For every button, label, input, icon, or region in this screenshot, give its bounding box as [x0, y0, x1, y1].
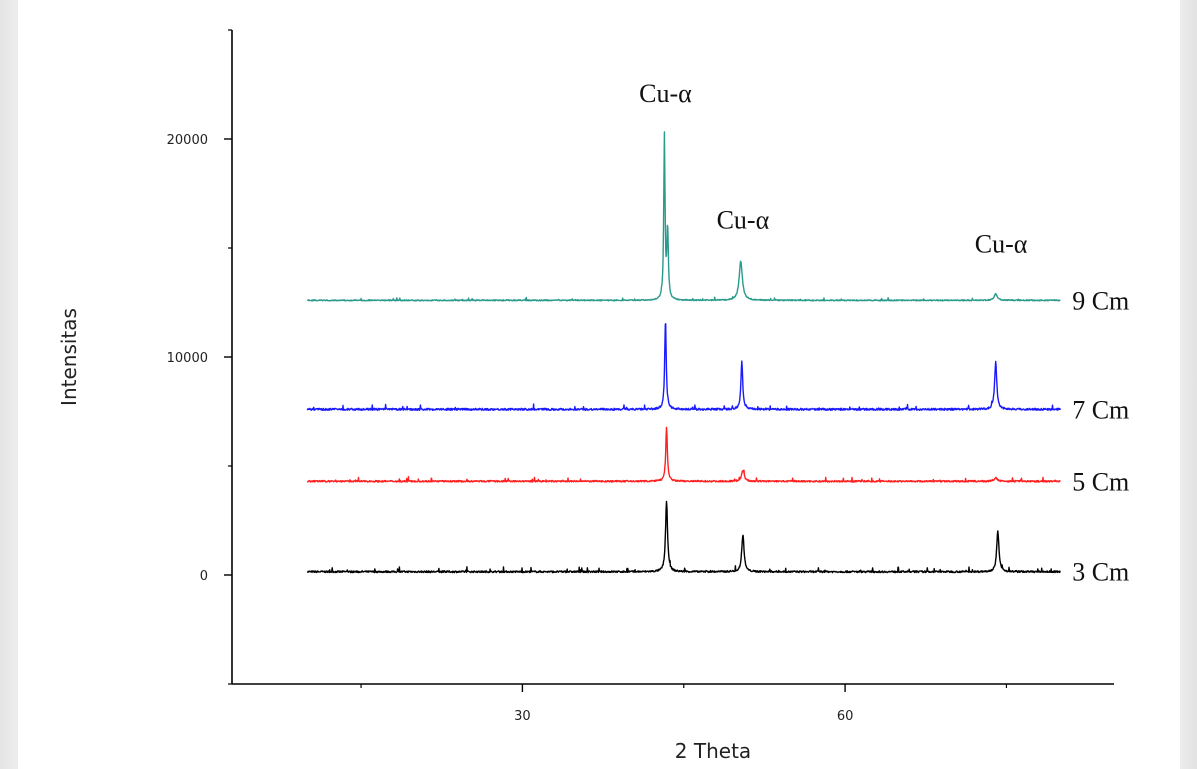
x-axis-title: 2 Theta [675, 739, 751, 763]
peak-annotation: Cu-α [639, 79, 692, 108]
series-3-cm: 3 Cm [306, 500, 1129, 587]
series-line [306, 131, 1061, 302]
peak-annotation: Cu-α [717, 205, 770, 234]
x-tick-label: 30 [514, 709, 531, 724]
series-line [306, 426, 1061, 483]
series-label: 7 Cm [1072, 395, 1129, 424]
series-7-cm: 7 Cm [306, 323, 1129, 424]
series-label: 9 Cm [1072, 286, 1129, 315]
series-line [306, 323, 1061, 411]
y-axis-title: Intensitas [57, 308, 81, 406]
y-tick-label: 0 [200, 569, 208, 584]
peak-annotation: Cu-α [975, 229, 1028, 258]
annotations: Cu-α Cu-α Cu-α [639, 79, 1028, 258]
series-5-cm: 5 Cm [306, 426, 1129, 496]
series-9-cm: 9 Cm [306, 131, 1129, 315]
chart-panel: 0 10000 20000 30 60 3 Cm 5 Cm 7 Cm 9 Cm Cu-α Cu-… [18, 0, 1180, 769]
y-tick-label: 10000 [167, 351, 208, 366]
series-line [306, 500, 1061, 574]
axes: 0 10000 20000 30 60 [167, 29, 1114, 724]
y-tick-label: 20000 [167, 133, 208, 148]
series-label: 5 Cm [1072, 467, 1129, 496]
x-tick-label: 60 [837, 709, 854, 724]
series-layer: 3 Cm 5 Cm 7 Cm 9 Cm [306, 131, 1129, 587]
series-label: 3 Cm [1072, 558, 1129, 587]
